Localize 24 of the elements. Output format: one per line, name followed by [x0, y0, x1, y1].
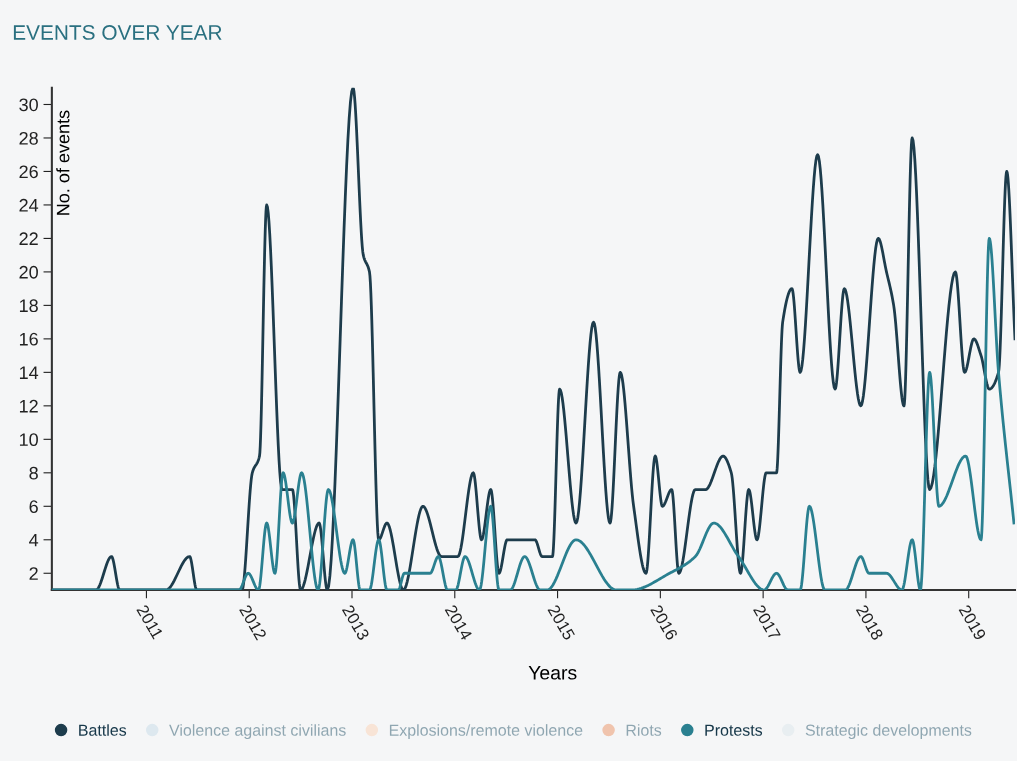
- chart-title: EVENTS OVER YEAR: [13, 25, 222, 40]
- y-tick-label: 28: [19, 131, 38, 145]
- y-tick-label: 30: [19, 98, 38, 112]
- x-axis-title: Years: [528, 666, 577, 680]
- y-tick-label: 12: [19, 399, 38, 413]
- y-tick-label: 4: [29, 533, 39, 547]
- y-tick-label: 18: [19, 299, 38, 313]
- legend-label: Explosions/remote violence: [389, 724, 583, 740]
- y-tick-label: 16: [19, 332, 38, 346]
- y-tick-label: 26: [19, 165, 38, 179]
- y-tick-label: 8: [29, 466, 38, 480]
- y-tick-label: 20: [19, 265, 38, 279]
- legend-label: Violence against civilians: [169, 724, 346, 740]
- y-axis-title: No. of events: [56, 110, 70, 215]
- y-tick-label: 2: [29, 567, 38, 580]
- y-tick-label: 10: [19, 433, 38, 447]
- y-tick-label: 22: [19, 232, 38, 245]
- legend-label: Protests: [705, 724, 763, 736]
- y-tick-label: 24: [19, 198, 39, 212]
- legend-label: Strategic developments: [805, 724, 972, 740]
- y-tick-label: 6: [29, 500, 38, 514]
- legend-label: Riots: [626, 724, 662, 736]
- y-tick-label: 14: [19, 366, 39, 379]
- legend-label: Battles: [79, 724, 127, 736]
